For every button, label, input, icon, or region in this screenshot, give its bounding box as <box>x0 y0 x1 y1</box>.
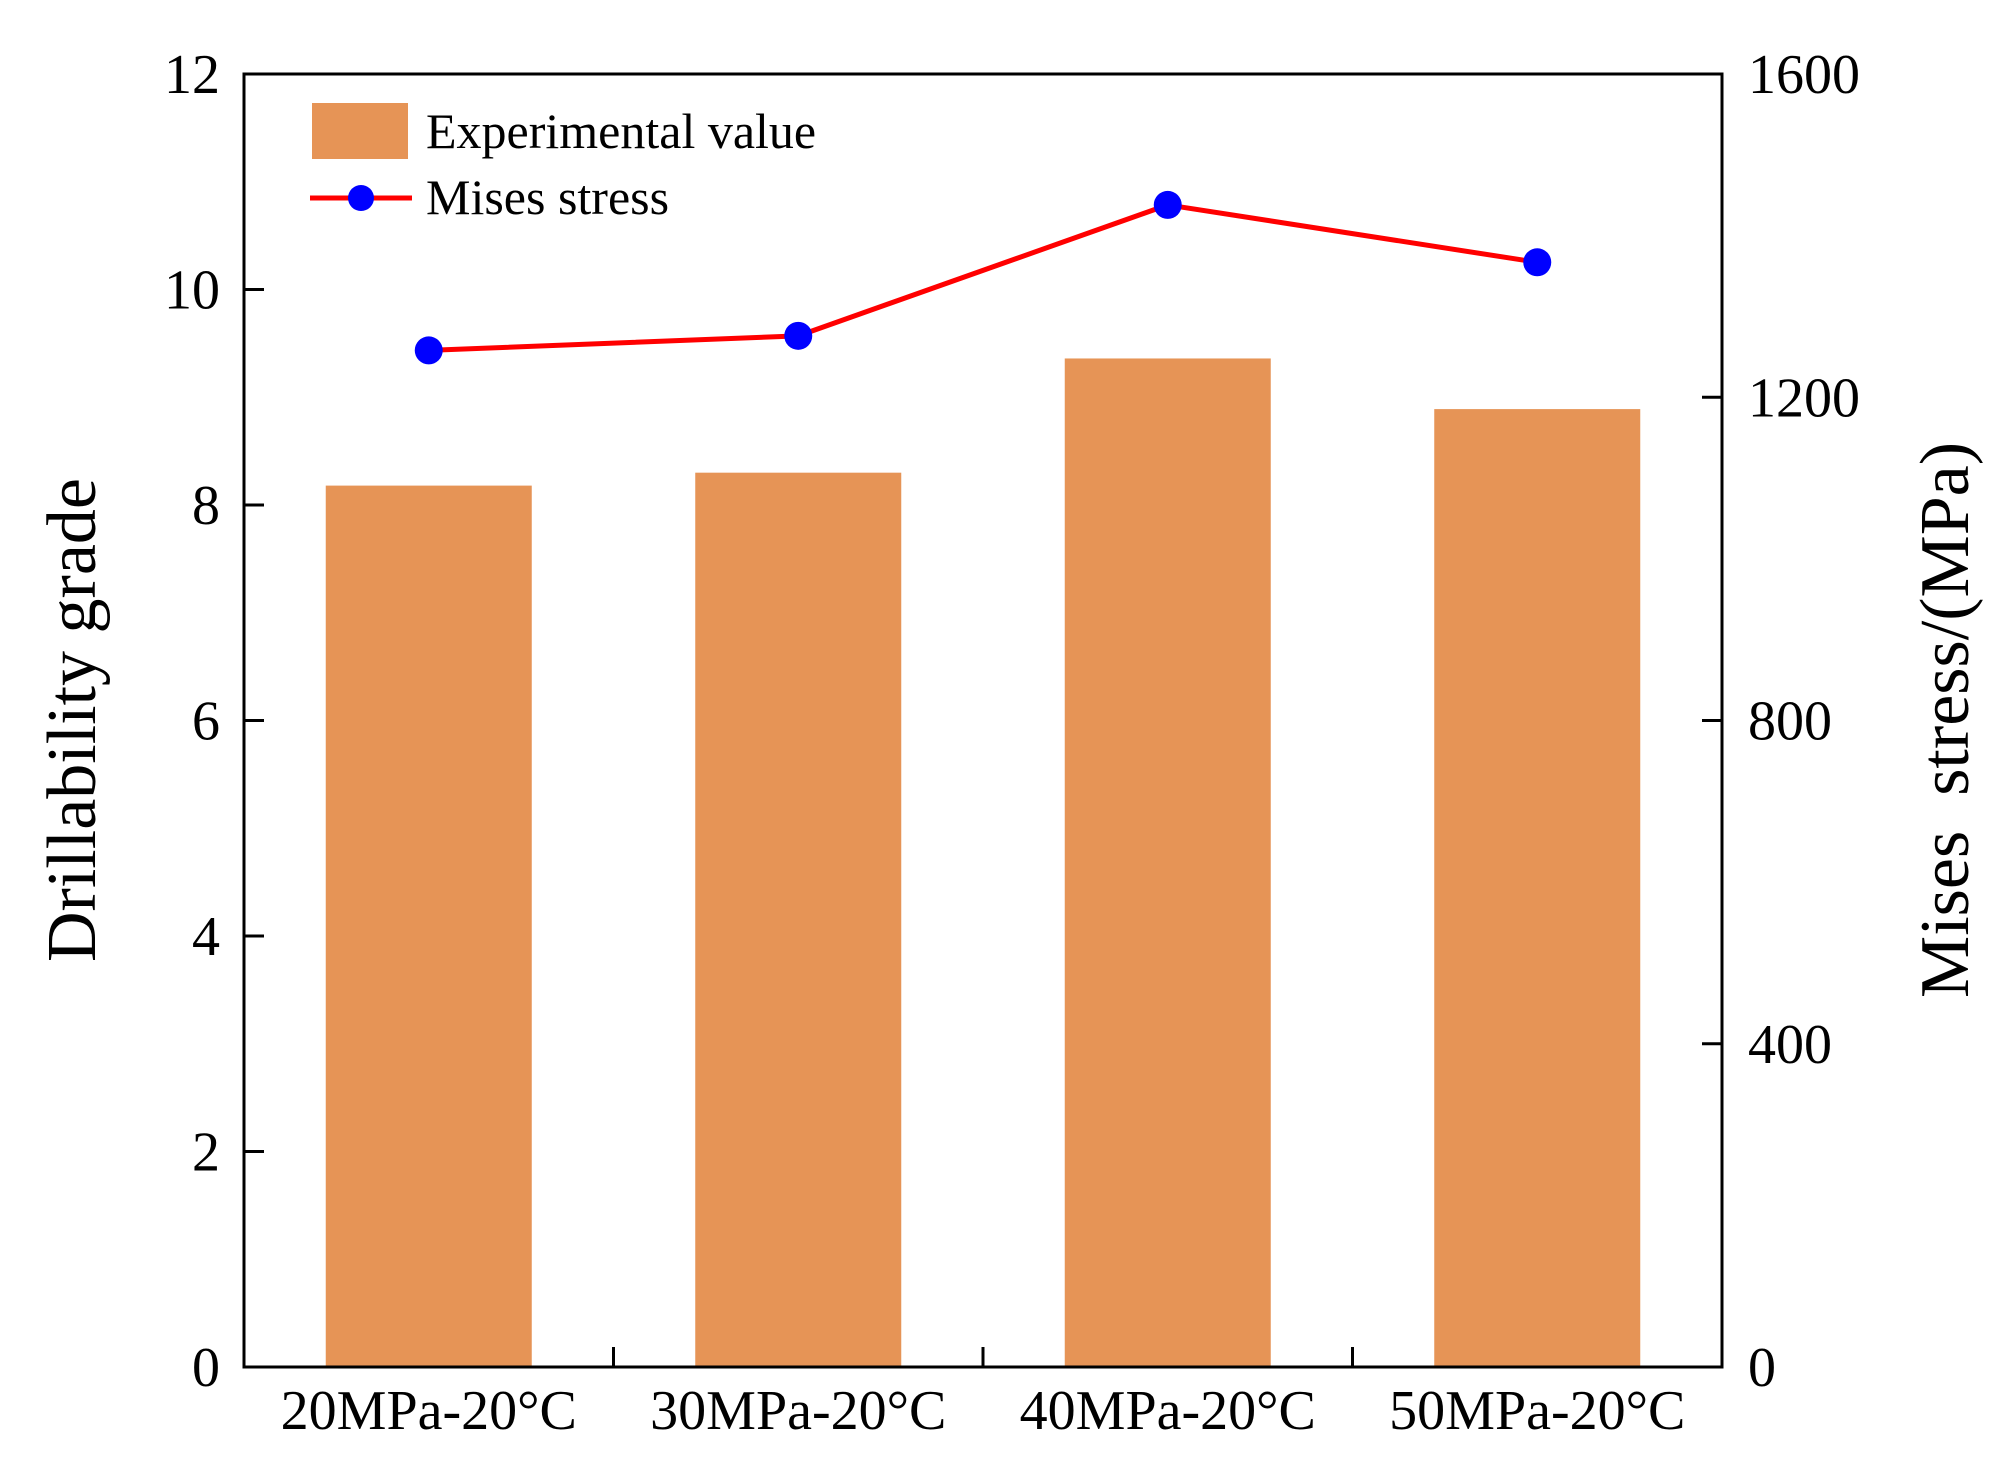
y-tick-label-1: 2 <box>192 1122 220 1184</box>
mises-point-3 <box>1153 190 1182 219</box>
x-tick-label-2: 30MPa-20°C <box>650 1380 946 1442</box>
mises-point-1 <box>414 336 443 365</box>
y-tick-label-0: 0 <box>192 1337 220 1399</box>
y-tick-label-6: 12 <box>164 44 220 106</box>
y2-tick-label-1: 400 <box>1748 1014 1832 1076</box>
mises-point-4 <box>1523 248 1552 277</box>
legend-marker-mises <box>348 185 374 211</box>
y2-tick-label-0: 0 <box>1748 1337 1776 1399</box>
y2-tick-label-4: 1600 <box>1748 44 1860 106</box>
bar-4 <box>1434 409 1641 1367</box>
y-tick-label-3: 6 <box>192 691 220 753</box>
x-tick-label-4: 50MPa-20°C <box>1389 1380 1685 1442</box>
mises-stress-line <box>428 202 1538 353</box>
bar-3 <box>1064 358 1271 1368</box>
legend-label-experimental: Experimental value <box>426 103 816 159</box>
y2-tick-label-3: 1200 <box>1748 367 1860 429</box>
bar-2 <box>695 472 902 1367</box>
y2-axis-title: Mises stress/(MPa) <box>1907 442 1984 998</box>
y2-tick-label-2: 800 <box>1748 691 1832 753</box>
legend-label-mises: Mises stress <box>426 169 669 225</box>
bar-1 <box>325 485 532 1368</box>
y-axis-title: Drillability grade <box>34 478 111 962</box>
x-tick-label-3: 40MPa-20°C <box>1020 1380 1316 1442</box>
legend: Experimental value Mises stress <box>310 103 816 225</box>
mises-point-2 <box>784 321 813 350</box>
line-series <box>414 190 1552 365</box>
x-tick-label-1: 20MPa-20°C <box>281 1380 577 1442</box>
ticks: 0 2 4 6 8 10 12 0 400 800 1200 1600 20MPa-20°C 30MPa-… <box>164 44 1860 1442</box>
bar-series <box>325 358 1641 1368</box>
y-tick-label-4: 8 <box>192 475 220 537</box>
y-tick-label-2: 4 <box>192 906 220 968</box>
y-tick-label-5: 10 <box>164 260 220 322</box>
legend-swatch-experimental <box>312 103 408 159</box>
